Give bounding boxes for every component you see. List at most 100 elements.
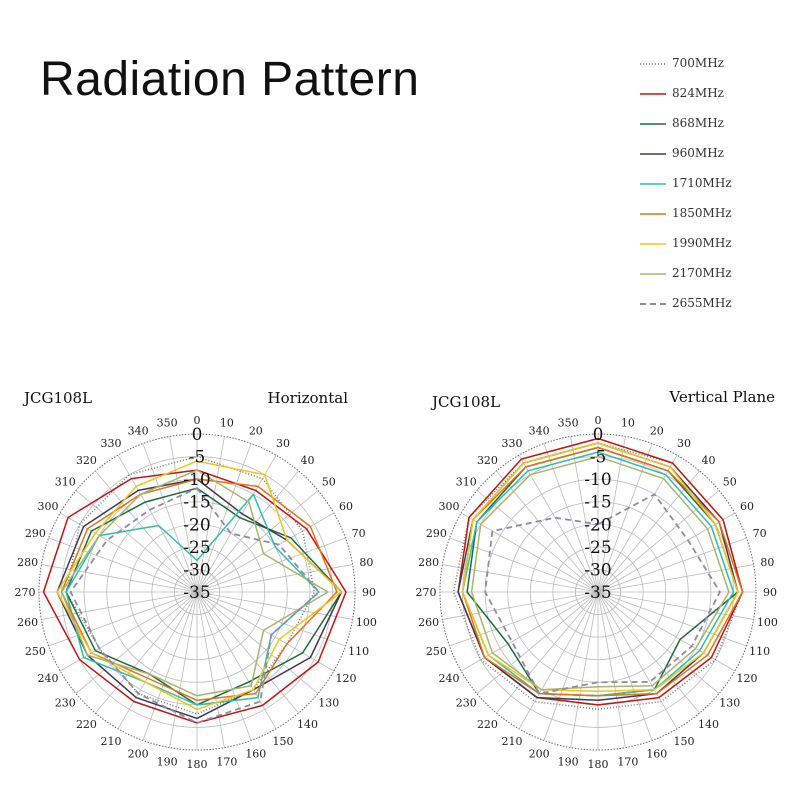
radial-tick-label: -25 bbox=[183, 538, 210, 558]
angle-tick-label: 120 bbox=[736, 672, 757, 685]
page-title: Radiation Pattern bbox=[40, 53, 420, 106]
grid-spoke bbox=[597, 454, 678, 593]
angle-tick-label: 90 bbox=[362, 586, 376, 599]
grid-spoke bbox=[597, 537, 747, 593]
grid-spoke bbox=[196, 564, 353, 593]
angle-tick-label: 290 bbox=[426, 527, 447, 540]
angle-tick-label: 60 bbox=[740, 500, 754, 513]
radial-tick-label: -10 bbox=[183, 470, 210, 490]
series-line bbox=[69, 487, 320, 724]
angle-tick-label: 120 bbox=[335, 672, 356, 685]
angle-tick-label: 250 bbox=[426, 645, 447, 658]
legend-label: 1850MHz bbox=[672, 206, 732, 220]
grid-spoke bbox=[196, 436, 225, 593]
series-line bbox=[457, 442, 739, 702]
angle-tick-label: 0 bbox=[595, 414, 602, 427]
angle-tick-label: 20 bbox=[249, 424, 263, 437]
radial-tick-label: -15 bbox=[183, 493, 210, 513]
grid-spoke bbox=[518, 454, 599, 593]
legend-swatch bbox=[640, 183, 666, 185]
grid-circle bbox=[38, 433, 356, 751]
grid-spoke bbox=[169, 436, 198, 593]
grid-spoke bbox=[449, 537, 599, 593]
legend-swatch bbox=[640, 273, 666, 275]
angle-tick-label: 20 bbox=[650, 424, 664, 437]
chart-title: Horizontal bbox=[268, 389, 349, 407]
angle-tick-label: 350 bbox=[157, 417, 178, 430]
angle-tick-label: 330 bbox=[502, 437, 523, 450]
angle-tick-label: 80 bbox=[760, 556, 774, 569]
grid-spoke bbox=[196, 454, 277, 593]
grid-circle bbox=[128, 523, 266, 661]
angle-tick-label: 150 bbox=[273, 735, 294, 748]
radial-tick-label: -5 bbox=[590, 448, 607, 468]
grid-spoke bbox=[196, 537, 346, 593]
angle-tick-label: 230 bbox=[456, 697, 477, 710]
legend-item: 2170MHz bbox=[640, 266, 790, 296]
legend: 700MHz 824MHz 868MHz 960MHz 1710MHz 1850MHz 19… bbox=[640, 56, 790, 326]
angle-tick-label: 140 bbox=[297, 718, 318, 731]
grid-circle bbox=[61, 456, 333, 728]
angle-tick-label: 270 bbox=[15, 586, 36, 599]
series-line bbox=[457, 437, 744, 706]
grid-spoke bbox=[597, 436, 626, 593]
radial-tick-label: -30 bbox=[584, 560, 611, 580]
angle-tick-label: 100 bbox=[757, 616, 778, 629]
grid-spoke bbox=[196, 591, 353, 620]
angle-tick-label: 250 bbox=[25, 645, 46, 658]
grid-spoke bbox=[196, 591, 252, 741]
radial-tick-label: -30 bbox=[183, 560, 210, 580]
legend-item: 1990MHz bbox=[640, 236, 790, 266]
grid-spoke bbox=[460, 512, 599, 593]
angle-tick-label: 300 bbox=[38, 500, 59, 513]
legend-item: 960MHz bbox=[640, 146, 790, 176]
grid-spoke bbox=[41, 564, 198, 593]
grid-spoke bbox=[597, 443, 653, 593]
grid-spoke bbox=[597, 591, 626, 748]
angle-tick-label: 170 bbox=[617, 755, 638, 768]
angle-tick-label: 210 bbox=[502, 735, 523, 748]
angle-tick-label: 260 bbox=[17, 616, 38, 629]
angle-tick-label: 50 bbox=[322, 475, 336, 488]
legend-swatch bbox=[640, 63, 666, 65]
legend-swatch bbox=[640, 243, 666, 245]
angle-tick-label: 240 bbox=[439, 672, 460, 685]
grid-spoke bbox=[142, 591, 198, 741]
series-line bbox=[452, 442, 744, 711]
angle-tick-label: 10 bbox=[220, 417, 234, 430]
angle-tick-label: 30 bbox=[677, 437, 691, 450]
legend-label: 700MHz bbox=[672, 56, 724, 70]
angle-tick-label: 350 bbox=[558, 417, 579, 430]
radial-tick-label: -10 bbox=[584, 470, 611, 490]
angle-tick-label: 190 bbox=[558, 755, 579, 768]
series-line bbox=[65, 455, 316, 715]
angle-tick-label: 40 bbox=[301, 454, 315, 467]
angle-tick-label: 180 bbox=[588, 758, 609, 771]
angle-tick-label: 110 bbox=[749, 645, 770, 658]
legend-item: 868MHz bbox=[640, 116, 790, 146]
legend-swatch bbox=[640, 93, 666, 95]
grid-spoke bbox=[196, 591, 277, 730]
grid-spoke bbox=[169, 591, 198, 748]
grid-spoke bbox=[543, 443, 599, 593]
angle-tick-label: 280 bbox=[418, 556, 439, 569]
angle-tick-label: 160 bbox=[245, 748, 266, 761]
grid-spoke bbox=[95, 470, 198, 593]
grid-spoke bbox=[117, 454, 198, 593]
series-line bbox=[461, 442, 739, 693]
chart-model-label: JCG108L bbox=[22, 389, 92, 407]
legend-item: 824MHz bbox=[640, 86, 790, 116]
grid-circle bbox=[83, 478, 311, 706]
series-line bbox=[461, 446, 744, 697]
grid-spoke bbox=[597, 490, 720, 593]
grid-spoke bbox=[442, 564, 599, 593]
angle-tick-label: 130 bbox=[719, 697, 740, 710]
angle-tick-label: 280 bbox=[17, 556, 38, 569]
grid-spoke bbox=[95, 591, 198, 714]
series-line bbox=[60, 478, 338, 702]
grid-spoke bbox=[196, 591, 299, 714]
grid-spoke bbox=[496, 470, 599, 593]
grid-spoke bbox=[117, 591, 198, 730]
